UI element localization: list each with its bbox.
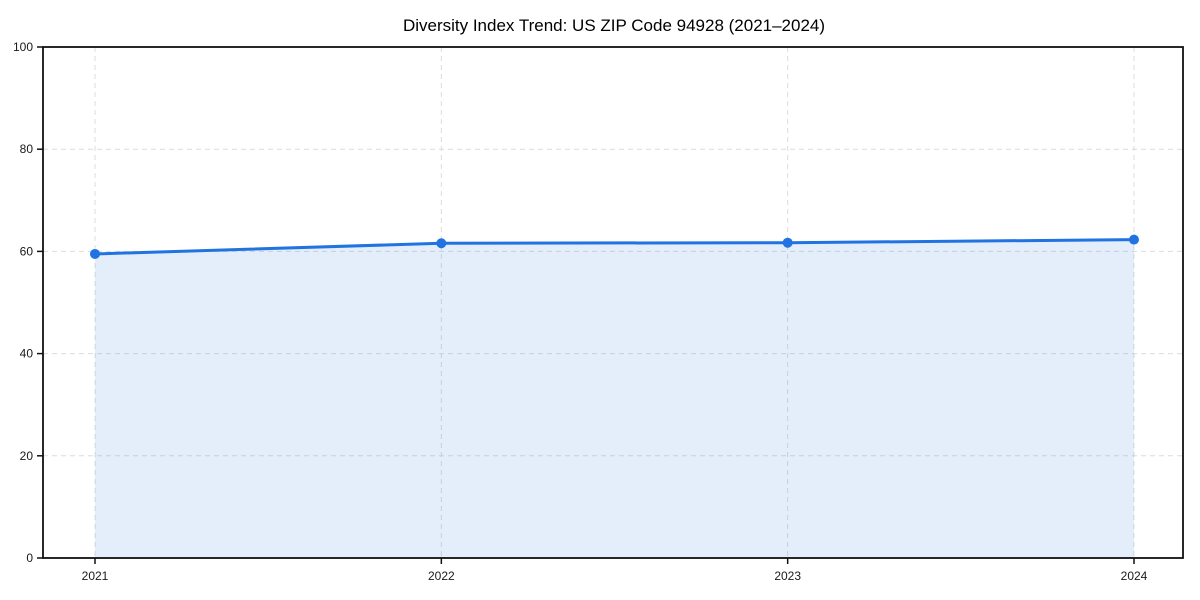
y-tick-label-20: 20	[20, 449, 34, 463]
axis-ticks	[37, 46, 1135, 564]
axis-tick-labels: 0 20 40 60 80 100 2021 2022 2023 2024	[13, 40, 1148, 583]
x-tick-label-2022: 2022	[428, 569, 455, 583]
data-point-2022	[436, 238, 447, 249]
gridlines	[43, 47, 1183, 558]
x-tick-label-2023: 2023	[774, 569, 801, 583]
trend-line	[93, 238, 1136, 256]
data-point-2024	[1129, 234, 1139, 245]
data-point-2023	[782, 237, 793, 248]
y-tick-label-80: 80	[20, 142, 34, 156]
x-tick-label-2021: 2021	[82, 569, 109, 583]
y-tick-label-100: 100	[13, 40, 33, 54]
area-fill-layer	[95, 239, 1134, 558]
y-tick-label-60: 60	[20, 244, 34, 258]
chart-title: Diversity Index Trend: US ZIP Code 94928…	[403, 16, 825, 35]
trend-line-layer	[93, 238, 1136, 256]
area-fill	[95, 239, 1134, 558]
plot-frame	[42, 46, 1184, 559]
data-point-2021	[90, 248, 100, 259]
y-tick-label-0: 0	[26, 551, 33, 565]
y-tick-label-40: 40	[20, 347, 34, 361]
data-points	[90, 234, 1139, 259]
plot-border	[42, 46, 1184, 559]
x-tick-label-2024: 2024	[1121, 569, 1148, 583]
